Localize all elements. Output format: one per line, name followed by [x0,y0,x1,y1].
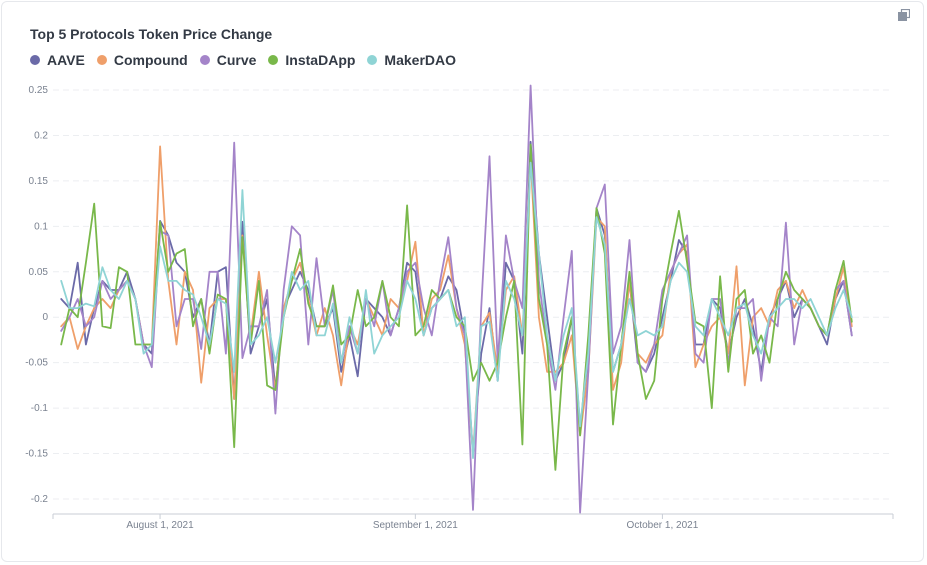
y-tick-label: -0.15 [25,449,48,460]
legend-swatch [268,55,279,65]
y-tick-label: -0.2 [31,494,49,505]
legend-item-instadapp[interactable]: InstaDApp [268,52,355,68]
legend-swatch [96,55,107,65]
series-line-instadapp [60,143,853,471]
legend-item-compound[interactable]: Compound [96,52,188,68]
legend-label: Curve [216,52,257,68]
x-tick-label: August 1, 2021 [126,520,194,531]
y-tick-label: 0.05 [29,267,49,278]
chart-legend: AAVE Compound Curve InstaDApp MakerDAO [30,52,468,68]
x-tick-label: September 1, 2021 [373,520,458,531]
legend-swatch [30,55,40,65]
y-tick-label: 0.15 [29,176,49,187]
series-line-compound [60,145,853,455]
y-tick-label: -0.05 [25,358,48,369]
series-line-makerdao [60,161,853,460]
legend-swatch [199,55,210,65]
series-line-curve [60,84,853,514]
chart-title: Top 5 Protocols Token Price Change [30,26,273,42]
y-tick-label: 0.1 [34,221,48,232]
legend-label: MakerDAO [384,52,457,68]
x-tick-label: October 1, 2021 [627,520,699,531]
legend-item-aave[interactable]: AAVE [30,52,85,68]
legend-label: InstaDApp [285,52,356,68]
legend-swatch [367,55,378,65]
expand-icon[interactable] [898,8,911,21]
series-line-aave [60,140,853,455]
y-tick-label: 0.2 [34,130,48,141]
legend-item-curve[interactable]: Curve [199,52,257,68]
y-tick-label: 0.25 [29,85,49,96]
legend-label: Compound [113,52,188,68]
y-tick-label: 0 [42,312,48,323]
legend-label: AAVE [47,52,85,68]
legend-item-makerdao[interactable]: MakerDAO [367,52,456,68]
y-tick-label: -0.1 [31,403,49,414]
